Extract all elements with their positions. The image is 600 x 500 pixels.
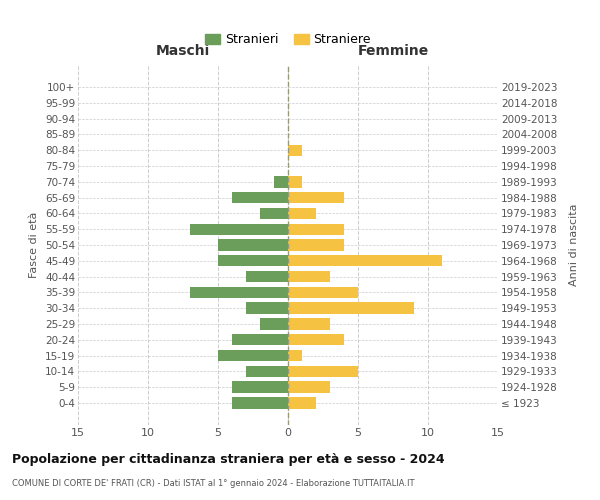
Bar: [218, 350, 288, 362]
Text: COMUNE DI CORTE DE' FRATI (CR) - Dati ISTAT al 1° gennaio 2024 - Elaborazione TU: COMUNE DI CORTE DE' FRATI (CR) - Dati IS…: [12, 479, 415, 488]
Legend: Stranieri, Straniere: Stranieri, Straniere: [200, 28, 376, 51]
Bar: [288, 286, 358, 298]
Bar: [288, 318, 330, 330]
Bar: [232, 192, 288, 203]
Bar: [274, 176, 288, 188]
Bar: [246, 366, 288, 377]
Y-axis label: Fasce di età: Fasce di età: [29, 212, 40, 278]
Bar: [260, 208, 288, 219]
Text: Popolazione per cittadinanza straniera per età e sesso - 2024: Popolazione per cittadinanza straniera p…: [12, 452, 445, 466]
Bar: [232, 382, 288, 393]
Bar: [232, 334, 288, 345]
Y-axis label: Anni di nascita: Anni di nascita: [569, 204, 578, 286]
Bar: [288, 192, 344, 203]
Bar: [218, 240, 288, 250]
Bar: [288, 271, 330, 282]
Bar: [190, 286, 288, 298]
Bar: [246, 302, 288, 314]
Bar: [288, 366, 358, 377]
Text: Femmine: Femmine: [358, 44, 428, 58]
Bar: [260, 318, 288, 330]
Bar: [218, 255, 288, 266]
Bar: [288, 302, 414, 314]
Bar: [288, 208, 316, 219]
Bar: [288, 255, 442, 266]
Bar: [232, 398, 288, 408]
Bar: [190, 224, 288, 235]
Text: Maschi: Maschi: [156, 44, 210, 58]
Bar: [288, 224, 344, 235]
Bar: [288, 334, 344, 345]
Bar: [288, 398, 316, 408]
Bar: [288, 144, 302, 156]
Bar: [288, 176, 302, 188]
Bar: [246, 271, 288, 282]
Bar: [288, 240, 344, 250]
Bar: [288, 350, 302, 362]
Bar: [288, 382, 330, 393]
